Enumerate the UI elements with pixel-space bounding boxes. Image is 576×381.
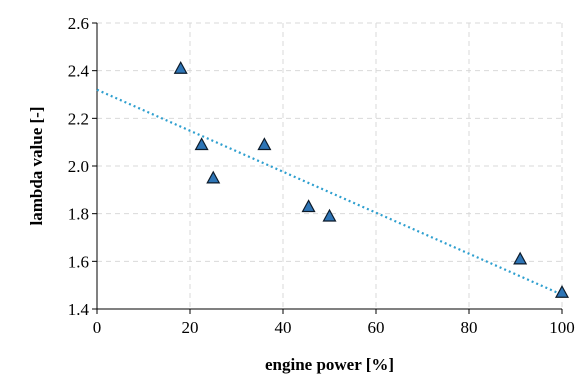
data-point-triangle xyxy=(301,199,316,213)
y-tick-label: 1.4 xyxy=(68,300,90,319)
data-point-triangle xyxy=(194,137,209,151)
x-axis-title: engine power [%] xyxy=(265,355,394,374)
data-point-triangle xyxy=(173,60,188,74)
y-tick-label: 2.4 xyxy=(68,62,90,81)
y-tick-label: 2.6 xyxy=(68,14,89,33)
y-axis-title: lambda value [-] xyxy=(27,107,46,226)
x-tick-label: 20 xyxy=(182,318,199,337)
tick-labels: 1.4 1.6 1.8 2.0 2.2 2.4 2.6 0 20 40 60 80 100 xyxy=(68,14,575,337)
data-point-triangle xyxy=(554,285,570,298)
x-tick-label: 80 xyxy=(461,318,478,337)
data-point-triangle xyxy=(206,170,221,184)
y-tick-label: 1.8 xyxy=(68,205,89,224)
x-tick-label: 40 xyxy=(275,318,292,337)
data-point-triangle xyxy=(513,251,528,265)
data-point-triangle xyxy=(322,208,337,222)
x-tick-label: 100 xyxy=(549,318,575,337)
data-points xyxy=(173,60,570,298)
data-point-triangle xyxy=(257,137,272,151)
x-tick-label: 0 xyxy=(93,318,102,337)
trendline-layer xyxy=(96,88,563,296)
x-tick-label: 60 xyxy=(368,318,385,337)
y-tick-label: 1.6 xyxy=(68,252,89,271)
grid xyxy=(97,22,563,309)
linear-trendline xyxy=(96,88,563,296)
y-tick-label: 2.2 xyxy=(68,109,89,128)
axes xyxy=(92,22,563,314)
y-tick-label: 2.0 xyxy=(68,157,89,176)
